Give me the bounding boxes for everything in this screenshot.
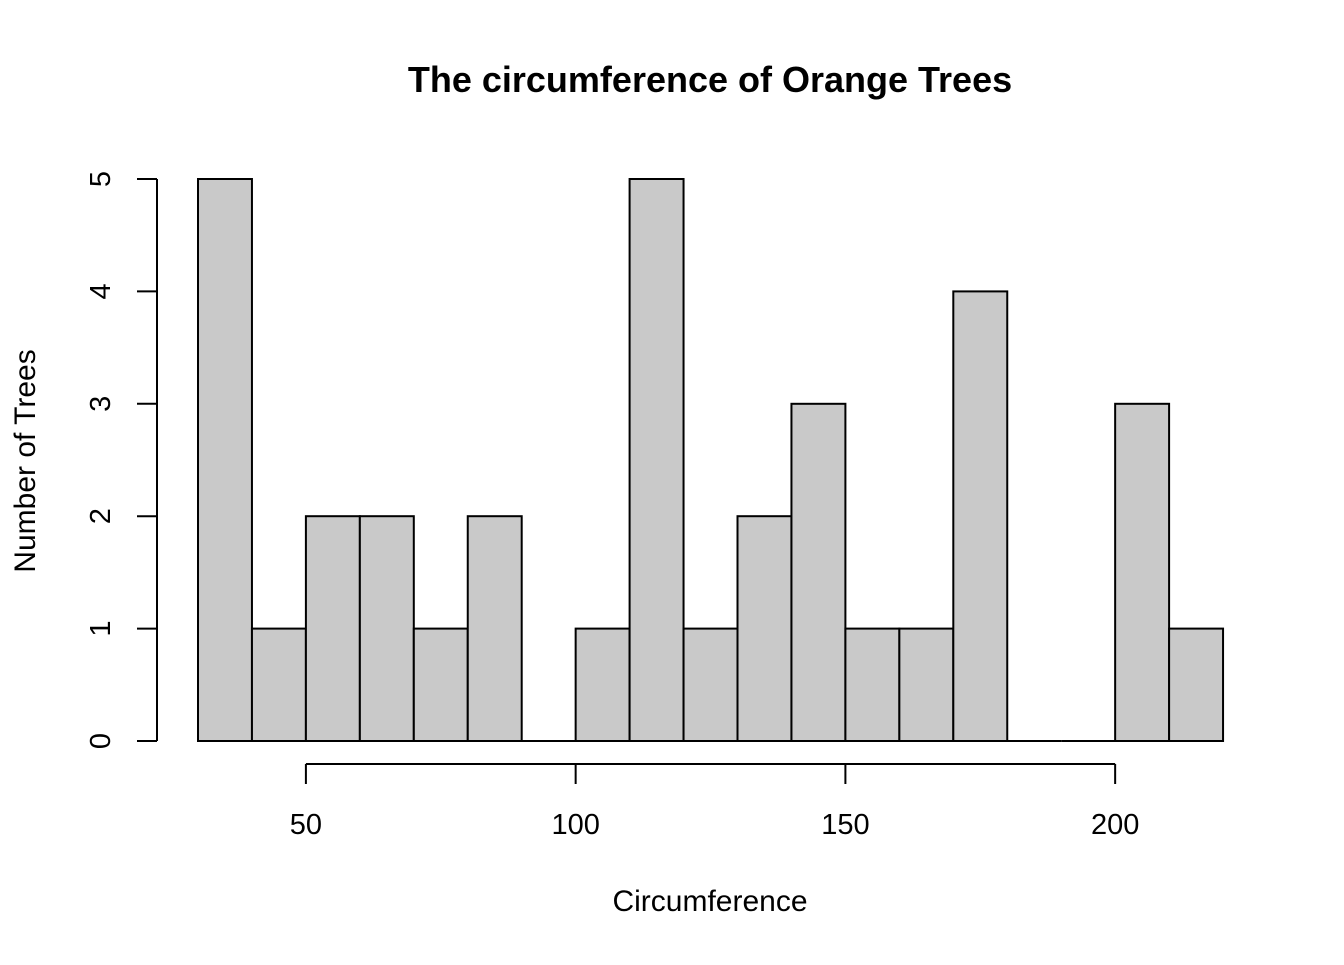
x-tick-label: 100 bbox=[551, 809, 599, 841]
bars-group bbox=[197, 178, 1225, 743]
histogram-bar bbox=[197, 178, 253, 742]
y-tick-label: 4 bbox=[85, 283, 117, 299]
x-tick-label: 150 bbox=[821, 809, 869, 841]
x-tick-label: 50 bbox=[290, 809, 322, 841]
histogram-bar bbox=[898, 627, 955, 742]
x-axis-label: Circumference bbox=[612, 885, 807, 918]
x-tick-label: 200 bbox=[1091, 809, 1139, 841]
histogram-bar bbox=[250, 627, 307, 742]
y-axis: 0 1 2 3 4 5 bbox=[85, 171, 158, 749]
histogram-bar bbox=[736, 515, 793, 743]
y-tick-label: 0 bbox=[85, 733, 117, 749]
histogram-bar bbox=[682, 627, 739, 742]
histogram-bar bbox=[1168, 627, 1225, 742]
y-tick-label: 3 bbox=[85, 396, 117, 412]
histogram-bar bbox=[358, 515, 415, 743]
y-tick-label: 5 bbox=[85, 171, 117, 187]
histogram-bar bbox=[844, 627, 901, 742]
x-axis: 50 100 150 200 bbox=[290, 763, 1139, 841]
y-axis-label: Number of Trees bbox=[9, 349, 42, 572]
histogram-bar bbox=[304, 515, 361, 743]
y-tick-label: 1 bbox=[85, 621, 117, 637]
histogram-bar bbox=[1114, 402, 1171, 742]
histogram-bar bbox=[952, 290, 1009, 742]
histogram-bar bbox=[574, 627, 631, 742]
histogram-bar bbox=[412, 627, 469, 742]
y-tick-label: 2 bbox=[85, 508, 117, 524]
histogram-bar bbox=[628, 178, 685, 742]
histogram-bar bbox=[466, 515, 523, 743]
histogram-bar bbox=[790, 402, 847, 742]
chart-title: The circumference of Orange Trees bbox=[408, 59, 1012, 100]
